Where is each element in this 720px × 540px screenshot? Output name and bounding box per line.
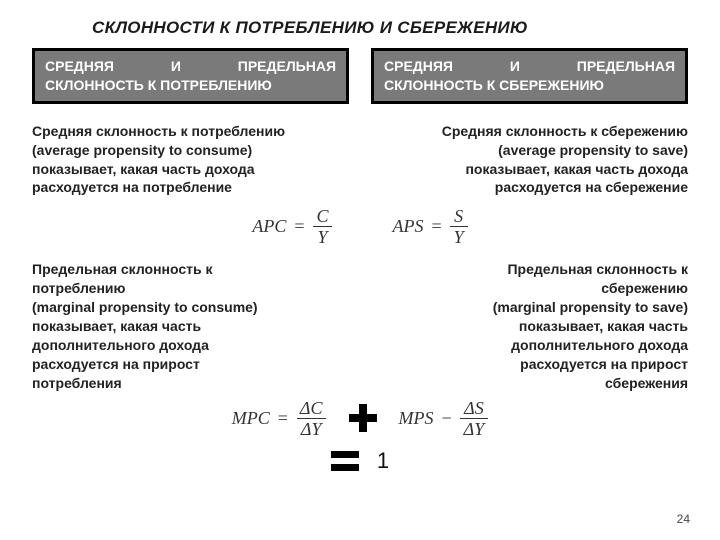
- fraction-num: ΔC: [296, 399, 327, 418]
- def-line: потреблению: [32, 279, 345, 298]
- def-mpc: Предельная склонность к потреблению (mar…: [32, 260, 345, 392]
- def-line: дополнительного дохода: [32, 336, 345, 355]
- def-line: (average propensity to consume): [32, 141, 345, 160]
- def-line: показывает, какая часть: [32, 317, 345, 336]
- def-line: потребления: [32, 374, 345, 393]
- box-word: СРЕДНЯЯ: [45, 57, 114, 76]
- box-word: ПРЕДЕЛЬНАЯ: [238, 57, 336, 76]
- def-line: Средняя склонность к сбережению: [375, 122, 688, 141]
- formula-lhs: APS: [393, 216, 424, 237]
- box-word: И: [171, 57, 181, 76]
- fraction: S Y: [450, 207, 468, 246]
- def-line: сбережения: [375, 374, 688, 393]
- box-word: И: [510, 57, 520, 76]
- def-line: расходуется на потребление: [32, 178, 345, 197]
- marginal-definitions: Предельная склонность к потреблению (mar…: [32, 260, 688, 392]
- fraction: ΔS ΔY: [460, 399, 489, 438]
- box-line: СКЛОННОСТЬ К ПОТРЕБЛЕНИЮ: [45, 76, 336, 95]
- def-line: расходуется на прирост: [375, 355, 688, 374]
- formula-op: =: [278, 408, 288, 429]
- box-word: СРЕДНЯЯ: [384, 57, 453, 76]
- formula-op: =: [294, 216, 304, 237]
- box-consume: СРЕДНЯЯ И ПРЕДЕЛЬНАЯ СКЛОННОСТЬ К ПОТРЕБ…: [32, 48, 349, 104]
- fraction-den: ΔY: [460, 418, 489, 438]
- fraction-num: C: [312, 207, 332, 226]
- page-title: СКЛОННОСТИ К ПОТРЕБЛЕНИЮ И СБЕРЕЖЕНИЮ: [92, 18, 688, 38]
- formula-mpc: MPC = ΔC ΔY: [232, 399, 327, 438]
- formula-op: =: [432, 216, 442, 237]
- def-line: Предельная склонность к: [375, 260, 688, 279]
- def-line: дополнительного дохода: [375, 336, 688, 355]
- page-number: 24: [677, 512, 690, 526]
- equals-row: 1: [32, 448, 688, 474]
- box-save: СРЕДНЯЯ И ПРЕДЕЛЬНАЯ СКЛОННОСТЬ К СБЕРЕЖ…: [371, 48, 688, 104]
- formula-mps: MPS − ΔS ΔY: [399, 399, 489, 438]
- fraction-den: Y: [450, 226, 468, 246]
- plus-icon: [349, 404, 377, 432]
- marginal-formulas: MPC = ΔC ΔY MPS − ΔS ΔY: [32, 399, 688, 438]
- box-line: СКЛОННОСТЬ К СБЕРЕЖЕНИЮ: [384, 76, 675, 95]
- def-line: (average propensity to save): [375, 141, 688, 160]
- formula-aps: APS = S Y: [393, 207, 468, 246]
- def-line: показывает, какая часть дохода: [32, 160, 345, 179]
- formula-lhs: MPC: [232, 408, 270, 429]
- fraction-num: S: [450, 207, 467, 226]
- formula-apc: APC = C Y: [252, 207, 332, 246]
- def-aps: Средняя склонность к сбережению (average…: [375, 122, 688, 198]
- avg-definitions: Средняя склонность к потреблению (averag…: [32, 122, 688, 198]
- formula-op: −: [442, 408, 452, 429]
- def-line: показывает, какая часть: [375, 317, 688, 336]
- header-boxes: СРЕДНЯЯ И ПРЕДЕЛЬНАЯ СКЛОННОСТЬ К ПОТРЕБ…: [32, 48, 688, 104]
- box-word: ПРЕДЕЛЬНАЯ: [577, 57, 675, 76]
- equals-icon: [331, 451, 359, 471]
- fraction-num: ΔS: [460, 399, 488, 418]
- result-one: 1: [377, 448, 389, 474]
- fraction: C Y: [312, 207, 332, 246]
- avg-formulas: APC = C Y APS = S Y: [32, 207, 688, 246]
- def-line: расходуется на сбережение: [375, 178, 688, 197]
- fraction-den: ΔY: [297, 418, 326, 438]
- slide: СКЛОННОСТИ К ПОТРЕБЛЕНИЮ И СБЕРЕЖЕНИЮ СР…: [0, 0, 720, 540]
- def-line: сбережению: [375, 279, 688, 298]
- def-line: Средняя склонность к потреблению: [32, 122, 345, 141]
- formula-lhs: MPS: [399, 408, 434, 429]
- def-line: показывает, какая часть дохода: [375, 160, 688, 179]
- def-line: расходуется на прирост: [32, 355, 345, 374]
- def-mps: Предельная склонность к сбережению (marg…: [375, 260, 688, 392]
- formula-lhs: APC: [252, 216, 286, 237]
- fraction-den: Y: [313, 226, 331, 246]
- def-apc: Средняя склонность к потреблению (averag…: [32, 122, 345, 198]
- def-line: (marginal propensity to save): [375, 298, 688, 317]
- def-line: Предельная склонность к: [32, 260, 345, 279]
- def-line: (marginal propensity to consume): [32, 298, 345, 317]
- fraction: ΔC ΔY: [296, 399, 327, 438]
